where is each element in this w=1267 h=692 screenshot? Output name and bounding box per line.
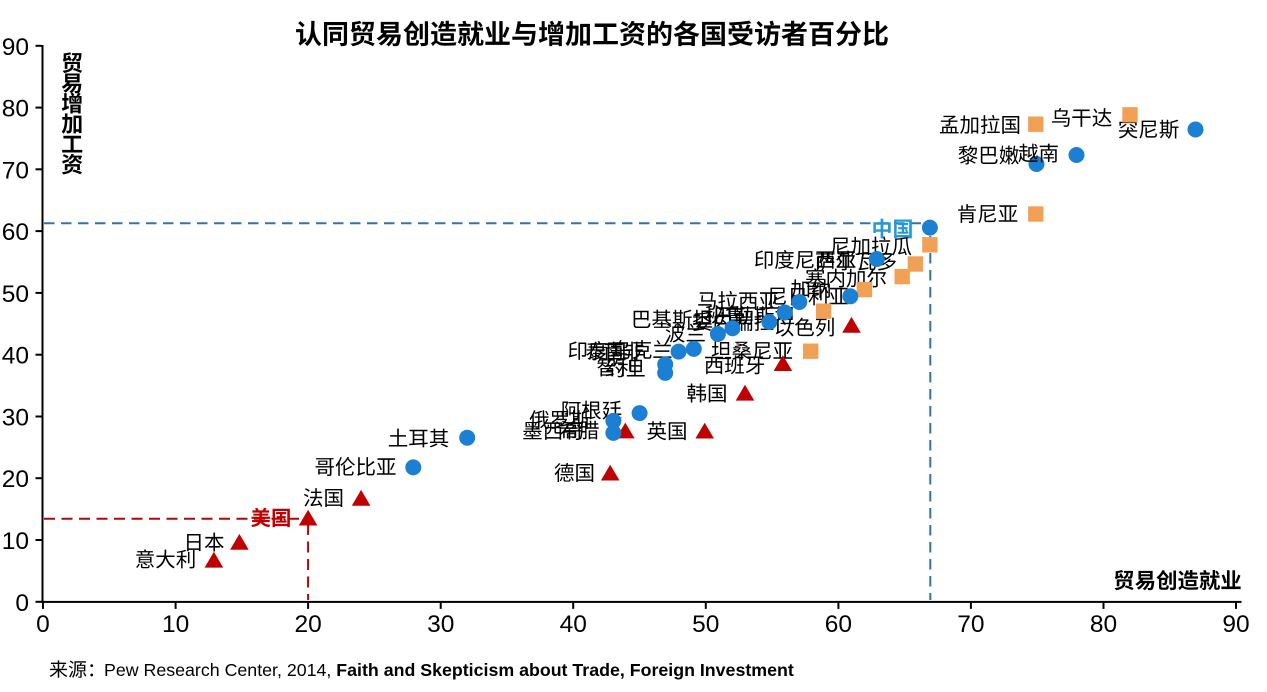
svg-text:60: 60 [825, 611, 852, 638]
svg-text:90: 90 [1222, 611, 1249, 638]
svg-text:0: 0 [36, 611, 50, 638]
svg-text:50: 50 [2, 281, 29, 308]
svg-text:20: 20 [2, 466, 29, 493]
svg-text:60: 60 [2, 219, 29, 246]
svg-text:40: 40 [2, 343, 29, 370]
svg-text:10: 10 [162, 611, 189, 638]
svg-text:20: 20 [294, 611, 321, 638]
svg-text:50: 50 [692, 611, 719, 638]
svg-text:Pew Research Center, 2014, Fai: Pew Research Center, 2014, Faith and Ske… [104, 660, 794, 680]
svg-text:0: 0 [15, 590, 29, 617]
svg-text:40: 40 [560, 611, 587, 638]
svg-text:30: 30 [2, 405, 29, 432]
svg-text:30: 30 [427, 611, 454, 638]
svg-text:80: 80 [1090, 611, 1117, 638]
svg-text:80: 80 [2, 96, 29, 123]
svg-text:70: 70 [2, 157, 29, 184]
svg-text:90: 90 [2, 34, 29, 61]
svg-text:70: 70 [957, 611, 984, 638]
svg-text:10: 10 [2, 528, 29, 555]
